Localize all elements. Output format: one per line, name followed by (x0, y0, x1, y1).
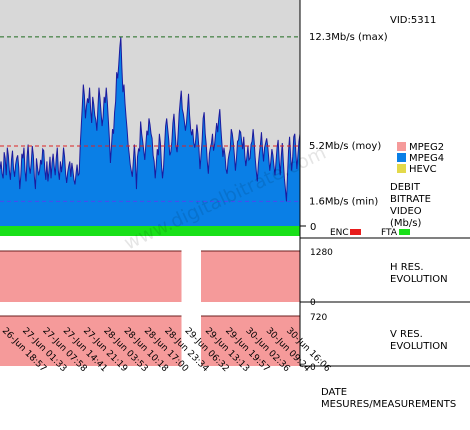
legend-label-hevc: HEVC (409, 164, 437, 175)
enc-swatch (350, 229, 361, 235)
bitrate-title-2: BITRATE (390, 194, 431, 205)
enc-label: ENC (330, 228, 349, 238)
legend-swatch-mpeg2 (397, 142, 406, 151)
h-res-bar-1 (0, 251, 182, 302)
v-res-bar-1 (0, 316, 182, 366)
v-res-bar-2 (201, 316, 300, 366)
v-res-zero-label: 0 (310, 363, 316, 373)
bitrate-zero-label: 0 (310, 222, 316, 233)
bitrate-line-mpeg4 (0, 36, 301, 202)
fta-label: FTA (381, 228, 398, 238)
legend-swatch-mpeg4 (397, 153, 406, 162)
x-title-2: MESURES/MEASUREMENTS (321, 399, 456, 410)
fta-swatch (399, 229, 410, 235)
h-res-top-label: 1280 (310, 248, 333, 258)
x-title-1: DATE (321, 387, 347, 398)
avg-label: 5.2Mb/s (moy) (309, 141, 381, 152)
bitrate-title-4: (Mb/s) (390, 218, 421, 229)
status-bar (0, 226, 300, 236)
bitrate-title-3: VIDEO (390, 206, 422, 217)
v-res-title-1: V RES. (390, 329, 423, 340)
max-label: 12.3Mb/s (max) (309, 32, 388, 43)
legend-swatch-hevc (397, 164, 406, 173)
legend-label-mpeg4: MPEG4 (409, 153, 444, 164)
v-res-title-2: EVOLUTION (390, 341, 448, 352)
v-res-series-group (0, 315, 300, 366)
min-label: 1.6Mb/s (min) (309, 196, 378, 207)
h-res-title-2: EVOLUTION (390, 274, 448, 285)
v-res-top-label: 720 (310, 313, 327, 323)
h-res-series-group (0, 250, 300, 302)
h-res-title-1: H RES. (390, 262, 424, 273)
legend-label-mpeg2: MPEG2 (409, 142, 444, 153)
vid-label: VID:5311 (390, 15, 436, 26)
bitrate-title-1: DEBIT (390, 182, 421, 193)
h-res-bar-2 (201, 251, 300, 302)
h-res-zero-label: 0 (310, 298, 316, 308)
bitrate-area-mpeg4 (0, 36, 300, 227)
bitrate-series-group (0, 36, 301, 227)
